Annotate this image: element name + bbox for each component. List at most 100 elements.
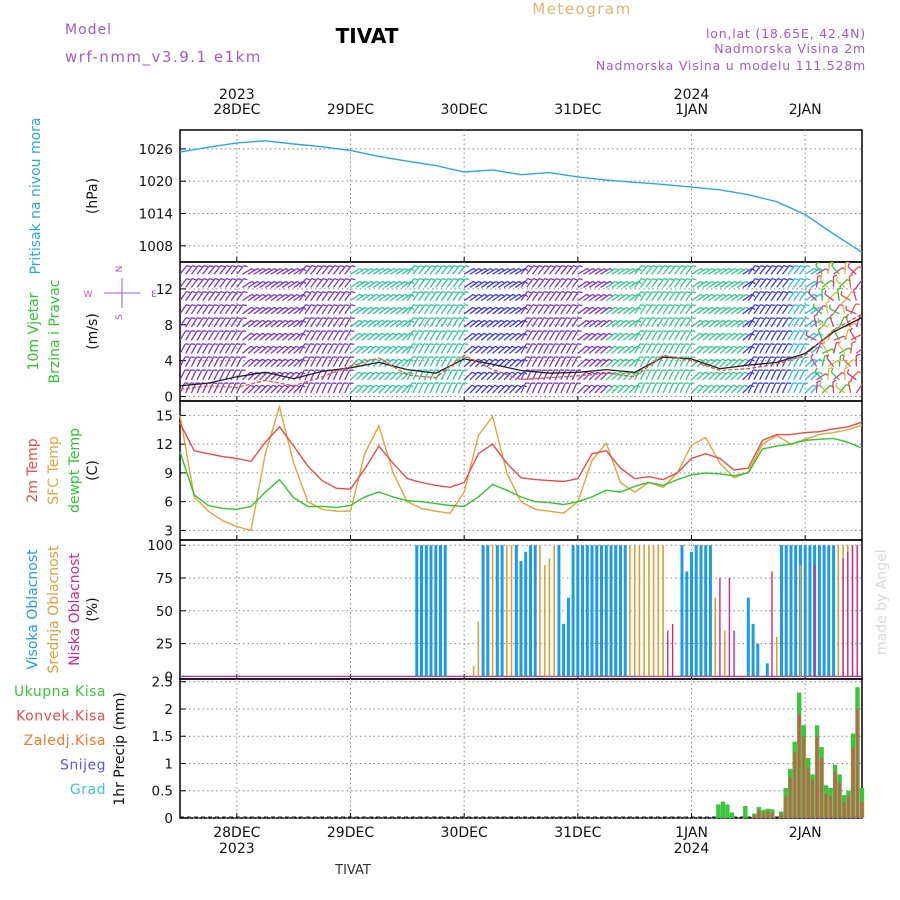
wind-barb — [628, 358, 638, 368]
wind-barb — [259, 371, 268, 381]
wind-barb-flag — [386, 384, 391, 388]
wind-barb — [673, 369, 680, 381]
wind-barb — [781, 382, 788, 394]
wind-barb — [611, 384, 621, 394]
cloud-high-bar — [590, 545, 594, 677]
precip-conv-bar — [820, 758, 823, 818]
wind-barb — [236, 317, 244, 328]
wind-barb — [185, 343, 192, 354]
cloud-high-bar — [524, 551, 528, 677]
wind-barb — [469, 280, 480, 288]
wind-barb — [253, 293, 264, 302]
cloud-mid-bar — [548, 558, 551, 677]
wind-barb — [600, 358, 610, 368]
precip-legend-label: Grad — [70, 782, 106, 798]
cloud-high-bar — [699, 545, 703, 677]
cloud-mid-bar — [510, 545, 513, 677]
wind-barb — [759, 356, 766, 367]
wind-barb — [264, 345, 275, 354]
cloud-mid-bar — [837, 545, 840, 677]
wind-barb — [628, 293, 639, 302]
wind-barb-flag — [483, 345, 488, 349]
top-day-label: 1JAN — [675, 102, 708, 118]
wind-barb — [847, 382, 852, 394]
wind-barb — [844, 291, 852, 301]
wind-barb-flag — [517, 358, 522, 362]
cloud-high-bar — [571, 545, 575, 677]
wind-barb-flag — [692, 264, 697, 268]
wind-barb-flag — [453, 304, 458, 307]
wind-barb — [673, 304, 682, 315]
wind-barb — [537, 382, 544, 394]
wind-barb-flag — [759, 356, 764, 359]
wind-barb-flag — [819, 275, 823, 280]
wind-barb — [457, 369, 464, 381]
wind-barb — [543, 369, 550, 381]
wind-barb — [651, 278, 659, 288]
y-tick-label: 8 — [164, 318, 173, 334]
wind-barb — [594, 358, 604, 368]
wind-barb — [202, 265, 211, 275]
wind-barb — [497, 332, 508, 341]
wind-barb — [719, 332, 729, 341]
cloud-high-bar — [623, 545, 627, 677]
wind-barb — [259, 267, 270, 275]
wind-barb — [605, 306, 616, 315]
wind-barb — [190, 278, 199, 288]
wind-barb — [395, 306, 406, 315]
wind-barb — [435, 356, 442, 367]
wind-barb — [503, 293, 514, 302]
wind-barb-flag — [344, 356, 349, 359]
wind-barb — [588, 280, 599, 288]
wind-barb-flag — [669, 290, 674, 294]
wind-barb — [804, 358, 814, 368]
wind-barb-flag — [733, 358, 738, 362]
wind-barb — [418, 356, 425, 367]
wind-barb — [759, 343, 766, 354]
wind-barb — [446, 330, 454, 341]
wind-barb-flag — [543, 356, 548, 359]
wind-barb — [440, 278, 449, 288]
wind-barb — [236, 291, 244, 301]
wind-barb — [185, 278, 193, 288]
cloud-high-bar — [780, 545, 783, 677]
y-tick-label: 12 — [156, 282, 173, 298]
wind-barb — [543, 265, 552, 275]
wind-barb — [412, 330, 420, 341]
wind-barb — [469, 319, 479, 328]
wind-barb — [395, 384, 405, 394]
wind-barb-flag — [458, 330, 463, 333]
wind-barb-flag — [225, 330, 230, 333]
wind-barb — [180, 382, 186, 394]
wind-barb-flag — [517, 371, 522, 375]
wind-barb — [281, 306, 292, 315]
wind-barb-flag — [338, 356, 343, 359]
wind-barb-flag — [186, 290, 191, 294]
wind-barb — [367, 371, 376, 381]
wind-barb-flag — [608, 358, 613, 362]
wind-barb — [787, 343, 795, 354]
wind-barb — [475, 267, 486, 275]
wind-barb — [247, 306, 258, 315]
wind-barb-flag — [392, 371, 397, 375]
wind-barb — [298, 304, 307, 315]
wind-barb — [276, 267, 287, 275]
wind-barb — [628, 345, 638, 354]
wind-barb — [304, 330, 312, 341]
wind-barb-flag — [771, 290, 776, 294]
cloud-low-bar — [842, 558, 844, 677]
wind-barb — [344, 330, 352, 341]
wind-barb-flag — [566, 330, 571, 333]
wind-barb — [367, 293, 377, 302]
wind-barb-flag — [435, 330, 440, 333]
wind-barb-flag — [398, 371, 403, 375]
cloud-low-bar — [847, 551, 849, 677]
wind-barb — [207, 304, 216, 315]
wind-barb — [662, 278, 671, 288]
wind-barb-flag — [327, 343, 332, 346]
wind-barb — [673, 265, 682, 275]
wind-barb — [406, 330, 414, 341]
wind-barb — [571, 382, 578, 394]
wind-barb-flag — [668, 330, 673, 333]
